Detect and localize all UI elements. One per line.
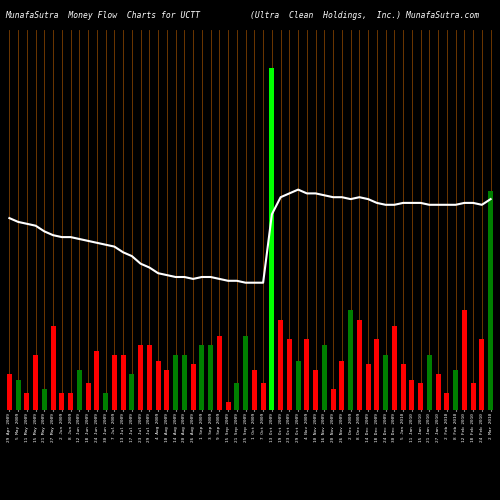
Bar <box>138 346 143 410</box>
Bar <box>60 393 64 410</box>
Bar <box>348 310 353 410</box>
Bar <box>182 355 187 410</box>
Bar <box>16 380 20 410</box>
Bar <box>243 336 248 410</box>
Bar <box>164 370 170 410</box>
Bar <box>200 346 204 410</box>
Bar <box>410 380 414 410</box>
Bar <box>480 339 484 410</box>
Bar <box>217 336 222 410</box>
Bar <box>427 355 432 410</box>
Bar <box>234 384 240 410</box>
Bar <box>77 370 82 410</box>
Bar <box>120 355 126 410</box>
Bar <box>252 370 257 410</box>
Bar <box>112 355 117 410</box>
Bar <box>374 339 380 410</box>
Bar <box>340 360 344 410</box>
Bar <box>322 346 327 410</box>
Bar <box>33 355 38 410</box>
Bar <box>147 346 152 410</box>
Bar <box>190 364 196 410</box>
Bar <box>50 326 56 410</box>
Bar <box>436 374 440 410</box>
Bar <box>270 68 274 410</box>
Bar <box>470 384 476 410</box>
Bar <box>260 384 266 410</box>
Bar <box>488 192 493 410</box>
Bar <box>366 364 370 410</box>
Bar <box>278 320 283 410</box>
Bar <box>68 393 73 410</box>
Bar <box>173 355 178 410</box>
Bar <box>392 326 397 410</box>
Bar <box>400 364 406 410</box>
Bar <box>444 393 450 410</box>
Bar <box>130 374 134 410</box>
Text: (Ultra  Clean  Holdings,  Inc.) MunafaSutra.com: (Ultra Clean Holdings, Inc.) MunafaSutra… <box>250 12 479 20</box>
Bar <box>226 402 230 410</box>
Bar <box>296 360 300 410</box>
Bar <box>462 310 467 410</box>
Text: MunafaSutra  Money Flow  Charts for UCTT: MunafaSutra Money Flow Charts for UCTT <box>5 12 200 20</box>
Bar <box>313 370 318 410</box>
Bar <box>208 346 213 410</box>
Bar <box>94 351 100 410</box>
Bar <box>304 339 310 410</box>
Bar <box>330 389 336 410</box>
Bar <box>103 393 108 410</box>
Bar <box>86 384 90 410</box>
Bar <box>418 384 423 410</box>
Bar <box>156 360 160 410</box>
Bar <box>453 370 458 410</box>
Bar <box>383 355 388 410</box>
Bar <box>24 393 29 410</box>
Bar <box>42 389 47 410</box>
Bar <box>7 374 12 410</box>
Bar <box>357 320 362 410</box>
Bar <box>287 339 292 410</box>
